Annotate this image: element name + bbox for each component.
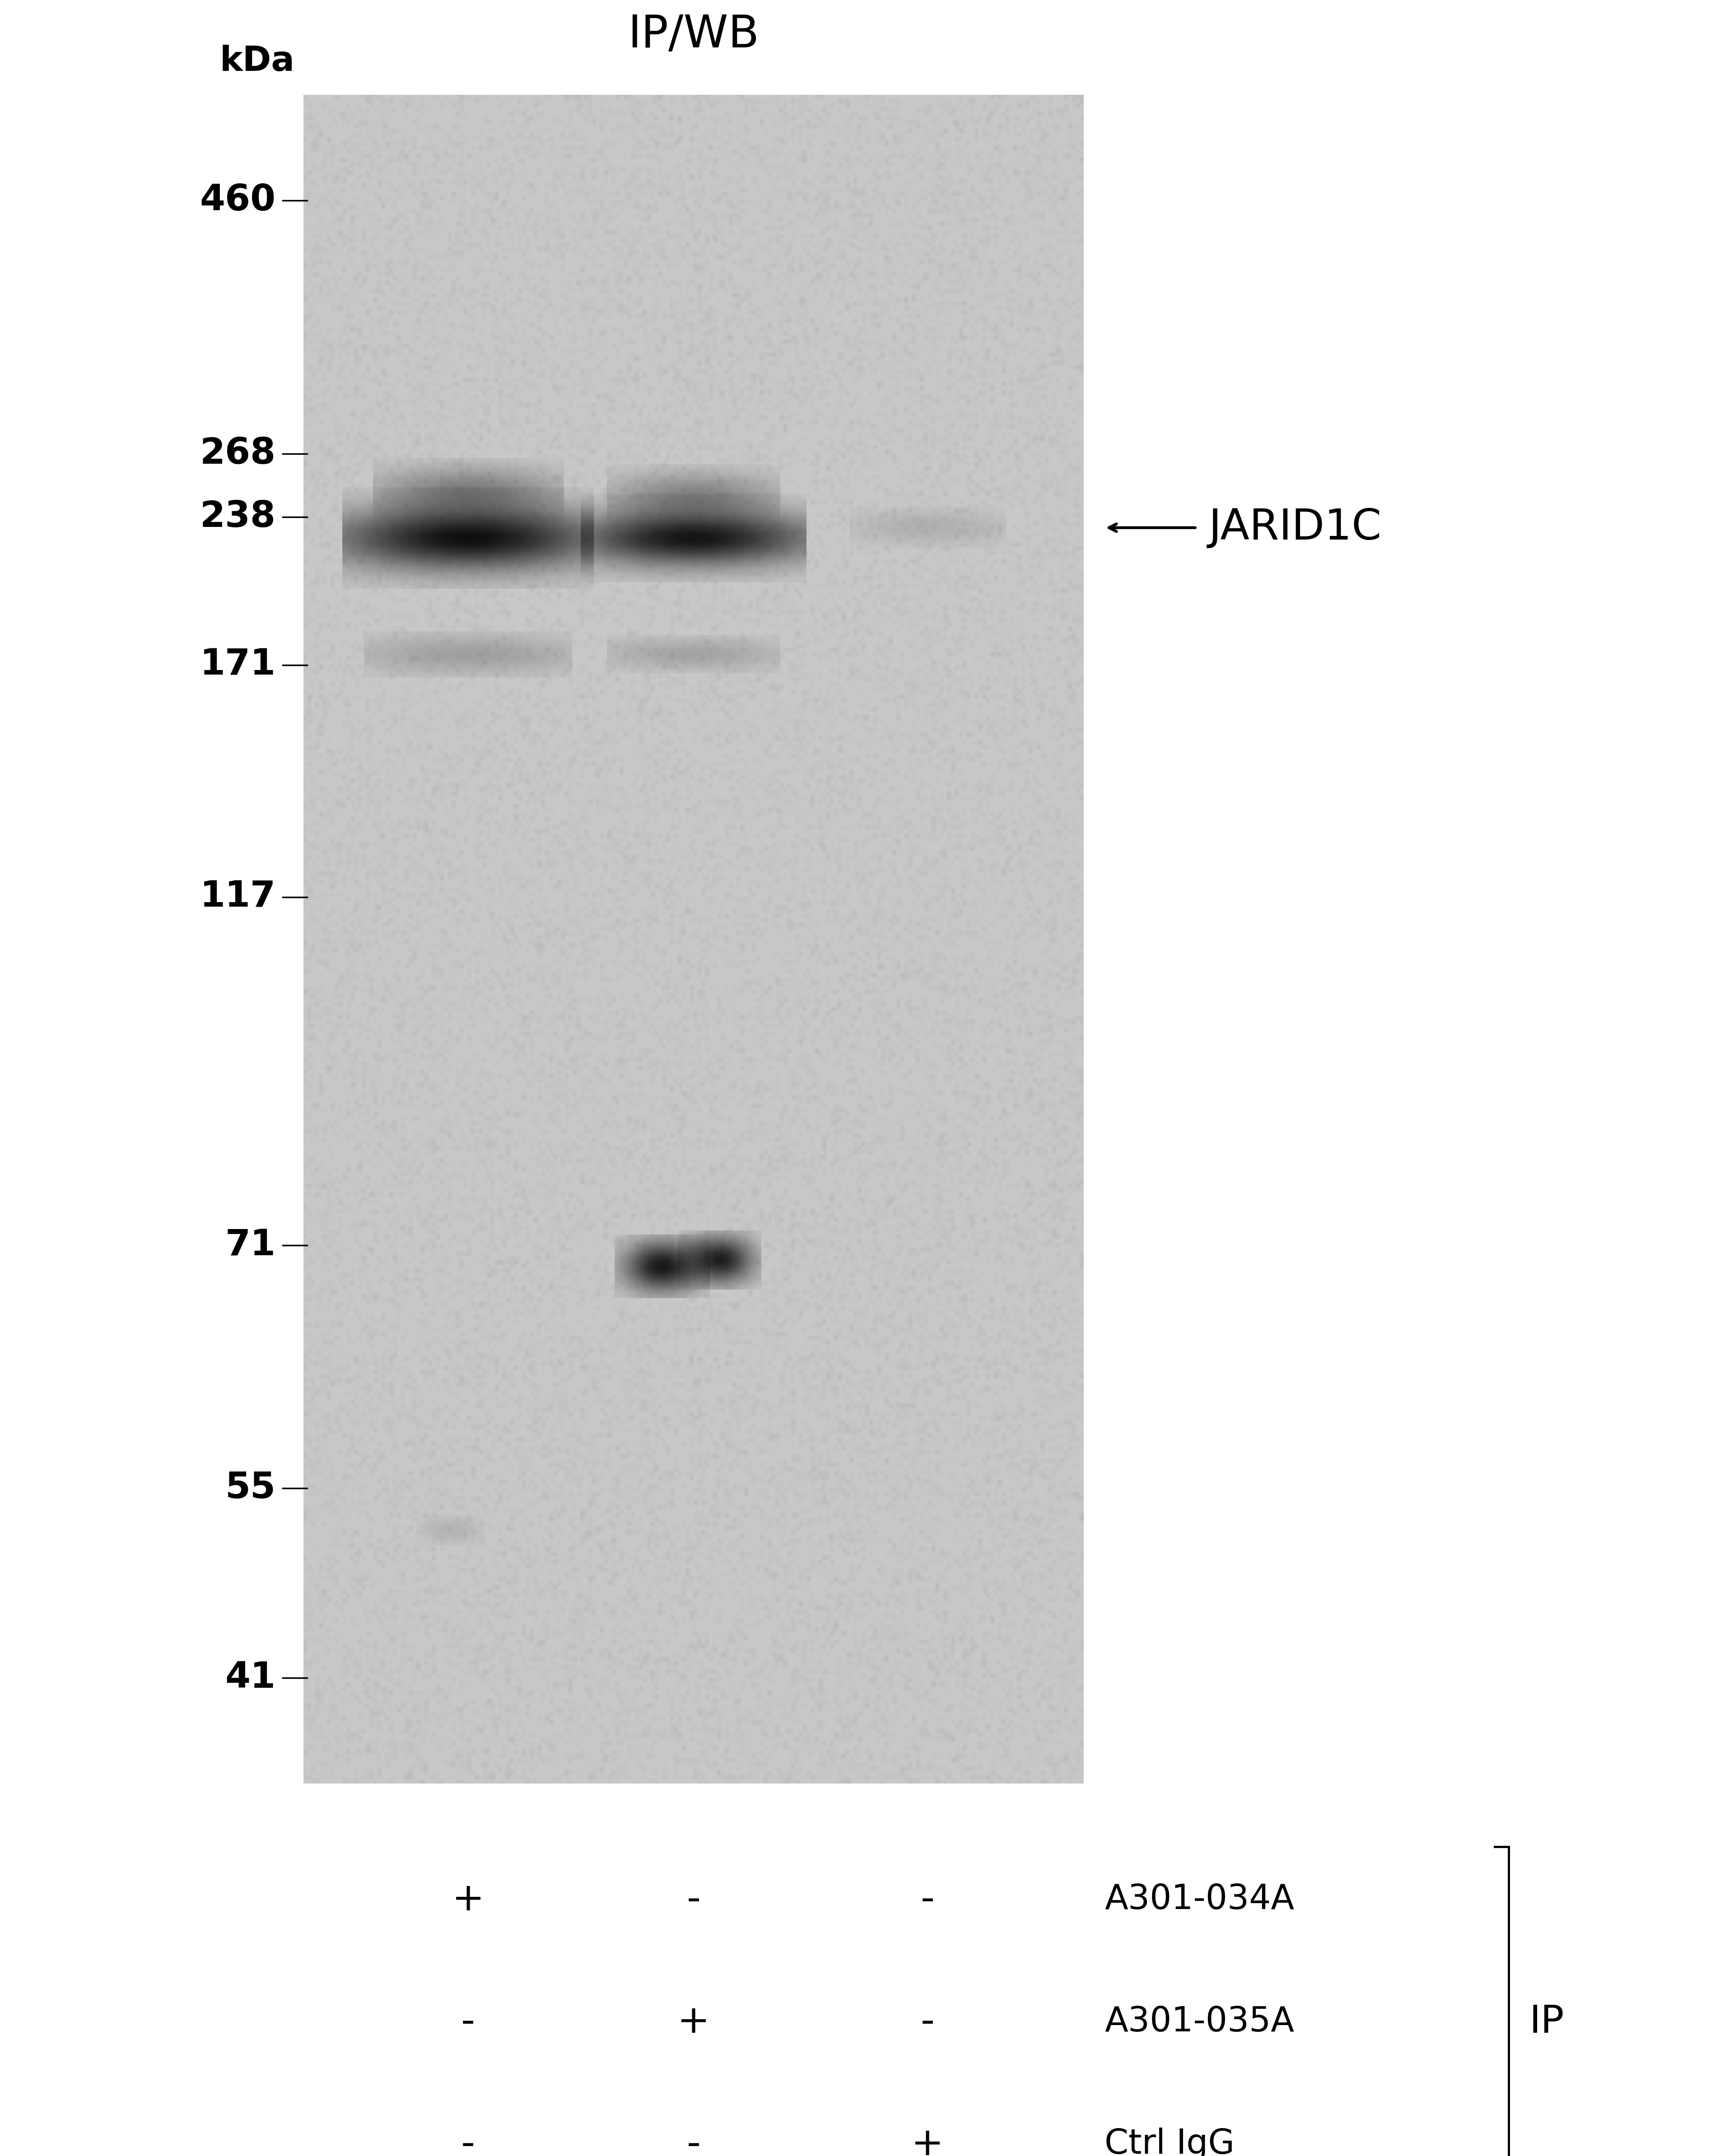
Text: -: - xyxy=(921,2003,935,2042)
Text: A301-034A: A301-034A xyxy=(1105,1882,1294,1917)
Text: 117: 117 xyxy=(199,880,276,914)
Text: +: + xyxy=(678,2003,709,2042)
Text: 268: 268 xyxy=(199,436,276,472)
FancyBboxPatch shape xyxy=(303,95,1084,1783)
Text: -: - xyxy=(687,2126,701,2156)
Text: 41: 41 xyxy=(225,1660,276,1695)
Text: 71: 71 xyxy=(225,1227,276,1263)
Text: +: + xyxy=(912,2126,943,2156)
Text: +: + xyxy=(453,1880,484,1919)
Text: -: - xyxy=(461,2126,475,2156)
Text: 55: 55 xyxy=(225,1470,276,1505)
Text: IP: IP xyxy=(1529,2003,1564,2042)
Text: -: - xyxy=(461,2003,475,2042)
Text: 460: 460 xyxy=(199,183,276,218)
Text: Ctrl IgG: Ctrl IgG xyxy=(1105,2128,1235,2156)
Text: JARID1C: JARID1C xyxy=(1209,507,1382,548)
Text: kDa: kDa xyxy=(220,45,295,78)
Text: IP/WB: IP/WB xyxy=(628,13,759,56)
Text: 238: 238 xyxy=(199,500,276,535)
Text: A301-035A: A301-035A xyxy=(1105,2005,1294,2040)
Text: -: - xyxy=(687,1880,701,1919)
Text: 171: 171 xyxy=(199,647,276,683)
Text: -: - xyxy=(921,1880,935,1919)
